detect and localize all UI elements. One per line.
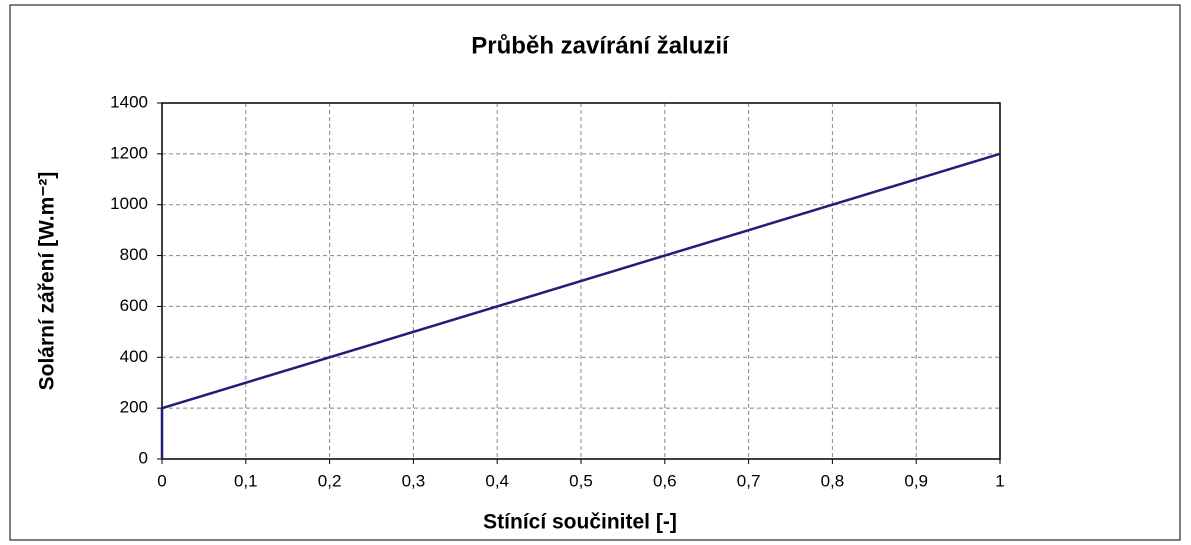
y-tick-label: 400	[120, 347, 148, 366]
chart-border	[9, 4, 1181, 541]
y-tick-label: 1000	[110, 194, 148, 213]
x-tick-label: 0,6	[653, 471, 677, 490]
y-tick-label: 1400	[110, 92, 148, 111]
y-tick-label: 1200	[110, 143, 148, 162]
y-tick-label: 600	[120, 296, 148, 315]
x-tick-label: 0,8	[821, 471, 845, 490]
y-tick-label: 200	[120, 398, 148, 417]
x-tick-label: 0,1	[234, 471, 258, 490]
chart-title: Průběh zavírání žaluzií	[471, 32, 730, 59]
x-tick-label: 1	[995, 471, 1004, 490]
x-tick-label: 0,3	[402, 471, 426, 490]
line	[160, 152, 1001, 459]
y-tick-label: 0	[139, 448, 148, 467]
x-tick-label: 0,7	[737, 471, 761, 490]
x-tick-label: 0,2	[318, 471, 342, 490]
y-tick-label: 800	[120, 245, 148, 264]
x-tick-label: 0	[157, 471, 166, 490]
x-tick-label: 0,4	[485, 471, 509, 490]
x-axis-label: Stínící součinitel [-]	[483, 511, 677, 534]
plot-frame	[161, 102, 1001, 460]
x-tick-label: 0,5	[569, 471, 593, 490]
y-axis-label: Solární záření [W.m⁻²]	[36, 172, 59, 391]
x-tick-label: 0,9	[904, 471, 928, 490]
